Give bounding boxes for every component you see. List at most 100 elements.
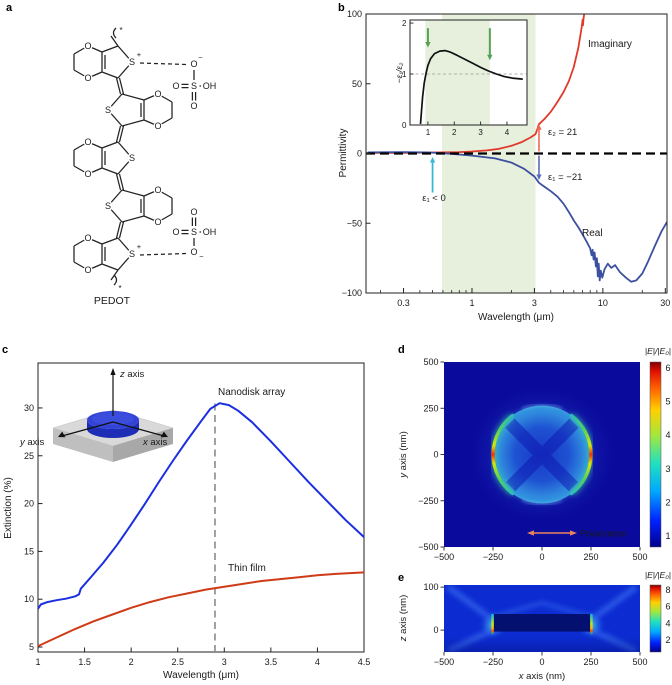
- series-Thin film: [37, 571, 365, 648]
- svg-text:6: 6: [666, 602, 671, 612]
- o-atom: O: [84, 233, 91, 243]
- molecule-name: PEDOT: [94, 295, 131, 307]
- field-map-xz-chart: −500 −250 0 250 500 100 0 2 4 6 8 |E|/|E₀| z axis …: [398, 570, 671, 682]
- svg-text:50: 50: [352, 79, 362, 89]
- left-hotspot-crescent: [491, 413, 515, 496]
- svg-text:−500: −500: [418, 542, 438, 552]
- real-curve-label: Real: [582, 228, 603, 239]
- molecule-bonds: [73, 27, 202, 286]
- field-map-xy: Polarization: [444, 362, 640, 547]
- o-atom: O: [84, 265, 91, 275]
- svg-text:20: 20: [24, 499, 34, 509]
- panel-e-label: e: [398, 572, 405, 584]
- svg-text:2: 2: [666, 635, 671, 645]
- epsilon1-annotation: ε₁ = −21: [548, 172, 582, 183]
- svg-text:3.5: 3.5: [265, 657, 278, 667]
- substrate-left-face: [53, 428, 113, 462]
- svg-text:2.5: 2.5: [171, 657, 184, 667]
- svg-text:100: 100: [423, 582, 438, 592]
- o-atom: O: [172, 227, 179, 237]
- imaginary-curve-label: Imaginary: [588, 39, 632, 50]
- b-xaxis-label: Wavelength (μm): [478, 312, 554, 323]
- svg-text:3: 3: [532, 298, 537, 308]
- o-atom: O: [84, 73, 91, 83]
- svg-text:4: 4: [505, 128, 510, 137]
- y-axis-label: y axis: [19, 437, 45, 448]
- svg-text:500: 500: [632, 552, 647, 562]
- polarization-label: Polarization: [580, 529, 627, 539]
- o-minus-atom: O: [190, 247, 197, 257]
- field-map-xy-chart: Polarization −500 −250 0 250 5005002500−250−…: [398, 346, 671, 562]
- svg-text:15: 15: [24, 546, 34, 556]
- s-plus-charge: +: [137, 242, 142, 251]
- svg-text:−500: −500: [434, 657, 454, 667]
- svg-text:250: 250: [583, 552, 598, 562]
- svg-text:8: 8: [666, 585, 671, 595]
- o-atom: O: [172, 81, 179, 91]
- atom-labels: S + O O S O O S O O S O O S + O O O − S …: [84, 26, 216, 293]
- svg-text:2: 2: [129, 657, 134, 667]
- svg-text:250: 250: [423, 403, 438, 413]
- o-atom: O: [84, 41, 91, 51]
- svg-text:3: 3: [222, 657, 227, 667]
- svg-text:6: 6: [666, 363, 671, 373]
- series-Nanodisk array: [37, 402, 365, 610]
- svg-text:500: 500: [423, 357, 438, 367]
- svg-text:3: 3: [478, 128, 483, 137]
- svg-text:1: 1: [402, 70, 407, 79]
- ionic-bond-dashed-top: [139, 62, 187, 66]
- top-cusp: [521, 403, 563, 410]
- s-plus-charge: +: [137, 50, 142, 59]
- z-axis-label: z axis: [119, 369, 145, 380]
- e-colorbar-label: |E|/|E₀|: [645, 570, 671, 580]
- svg-text:5: 5: [666, 397, 671, 407]
- right-hotspot-crescent: [569, 413, 593, 496]
- s-atom: S: [129, 249, 135, 259]
- d-colorbar-label: |E|/|E₀|: [645, 346, 671, 356]
- oh-group: OH: [203, 227, 217, 237]
- nanodisk-highlight: [92, 412, 134, 426]
- svg-text:10: 10: [598, 298, 608, 308]
- bottom-cusp: [521, 499, 563, 506]
- ionic-bond-dashed-bottom: [139, 252, 187, 256]
- svg-text:4: 4: [666, 430, 671, 440]
- svg-text:0.3: 0.3: [397, 298, 410, 308]
- minus-charge: −: [199, 252, 204, 261]
- svg-text:0: 0: [357, 149, 362, 159]
- e-xaxis-label: x axis (nm): [518, 671, 565, 682]
- pedot-structure-drawing: S + O O S O O S O O S O O S + O O O − S …: [73, 26, 218, 307]
- svg-text:1: 1: [469, 298, 474, 308]
- svg-text:−250: −250: [418, 496, 438, 506]
- polymer-end-asterisk: *: [119, 26, 122, 35]
- o-atom: O: [154, 89, 161, 99]
- oh-group: OH: [203, 81, 217, 91]
- schematic-axes: [61, 373, 165, 437]
- atom-halos: [83, 41, 218, 275]
- interior-node-pattern: [505, 418, 579, 492]
- svg-text:4.5: 4.5: [358, 657, 371, 667]
- field-map-xz: [444, 585, 640, 652]
- c-yaxis-label: Extinction (%): [3, 477, 14, 539]
- svg-text:25: 25: [24, 451, 34, 461]
- d-axis-ticks: −500 −250 0 250 500 500 250 0 −250 −500 1 2 3 4 5 6: [418, 357, 670, 562]
- svg-text:2: 2: [452, 128, 457, 137]
- o-atom: O: [190, 101, 197, 111]
- s-atom: S: [129, 57, 135, 67]
- svg-text:−50: −50: [347, 218, 362, 228]
- c-xaxis-label: Wavelength (μm): [163, 670, 239, 681]
- panel-b-label: b: [338, 2, 345, 14]
- epsilon2-annotation: ε₂ = 21: [548, 127, 577, 138]
- svg-text:250: 250: [583, 657, 598, 667]
- svg-text:3: 3: [666, 464, 671, 474]
- svg-text:4: 4: [666, 618, 671, 628]
- nanodisk-schematic: z axis x axis y axis: [19, 368, 174, 462]
- svg-text:0: 0: [402, 121, 407, 130]
- nanodisk-curve-label: Nanodisk array: [218, 387, 285, 398]
- svg-text:500: 500: [632, 657, 647, 667]
- series-Imaginary: [367, 14, 586, 154]
- o-atom: O: [84, 169, 91, 179]
- d-yaxis-label: y axis (nm): [398, 431, 409, 478]
- inset-yaxis-label: −ε₁/ε₂: [394, 62, 404, 83]
